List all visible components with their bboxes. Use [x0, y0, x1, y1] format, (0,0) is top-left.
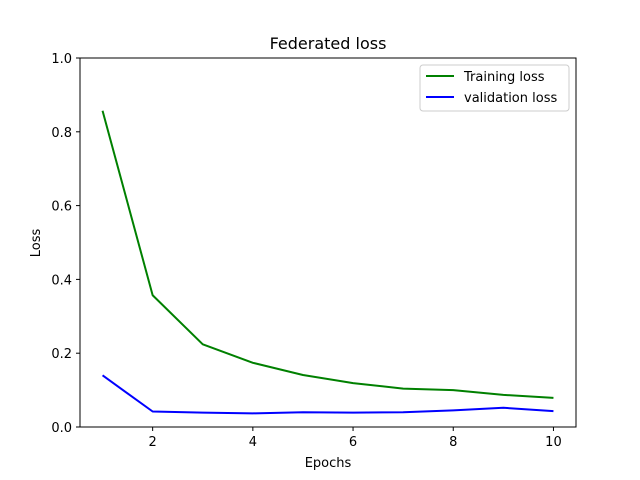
x-tick-label: 2: [149, 435, 157, 450]
legend-box: [419, 64, 570, 112]
legend: Training loss validation loss: [419, 64, 570, 112]
series-line-training-loss: [101, 110, 554, 399]
chart-title: Federated loss: [270, 34, 387, 53]
y-axis-ticks: 0.0 0.2 0.4 0.6 0.8 1.0: [51, 52, 80, 436]
series-line-validation-loss: [101, 374, 554, 415]
x-tick-label: 6: [349, 435, 357, 450]
y-tick-label: 0.6: [51, 200, 72, 215]
y-tick-label: 0.2: [51, 347, 72, 362]
plot-background: [80, 58, 576, 427]
y-axis-label: Loss: [29, 229, 44, 258]
x-tick-label: 4: [249, 435, 257, 450]
x-axis-ticks: 2 4 6 8 10: [149, 427, 562, 450]
legend-label-training-loss: Training loss: [463, 70, 545, 85]
plot-area: [80, 58, 576, 427]
x-tick-label: 10: [545, 435, 562, 450]
y-tick-label: 1.0: [51, 52, 72, 67]
y-tick-label: 0.8: [51, 126, 72, 141]
legend-label-validation-loss: validation loss: [464, 91, 557, 106]
y-tick-label: 0.4: [51, 273, 72, 288]
axes-spines: [79, 57, 577, 428]
axes-frame: [79, 57, 577, 428]
series-layer: [101, 110, 554, 415]
y-tick-label: 0.0: [51, 421, 72, 436]
x-tick-label: 8: [449, 435, 457, 450]
x-axis-label: Epochs: [305, 456, 352, 471]
